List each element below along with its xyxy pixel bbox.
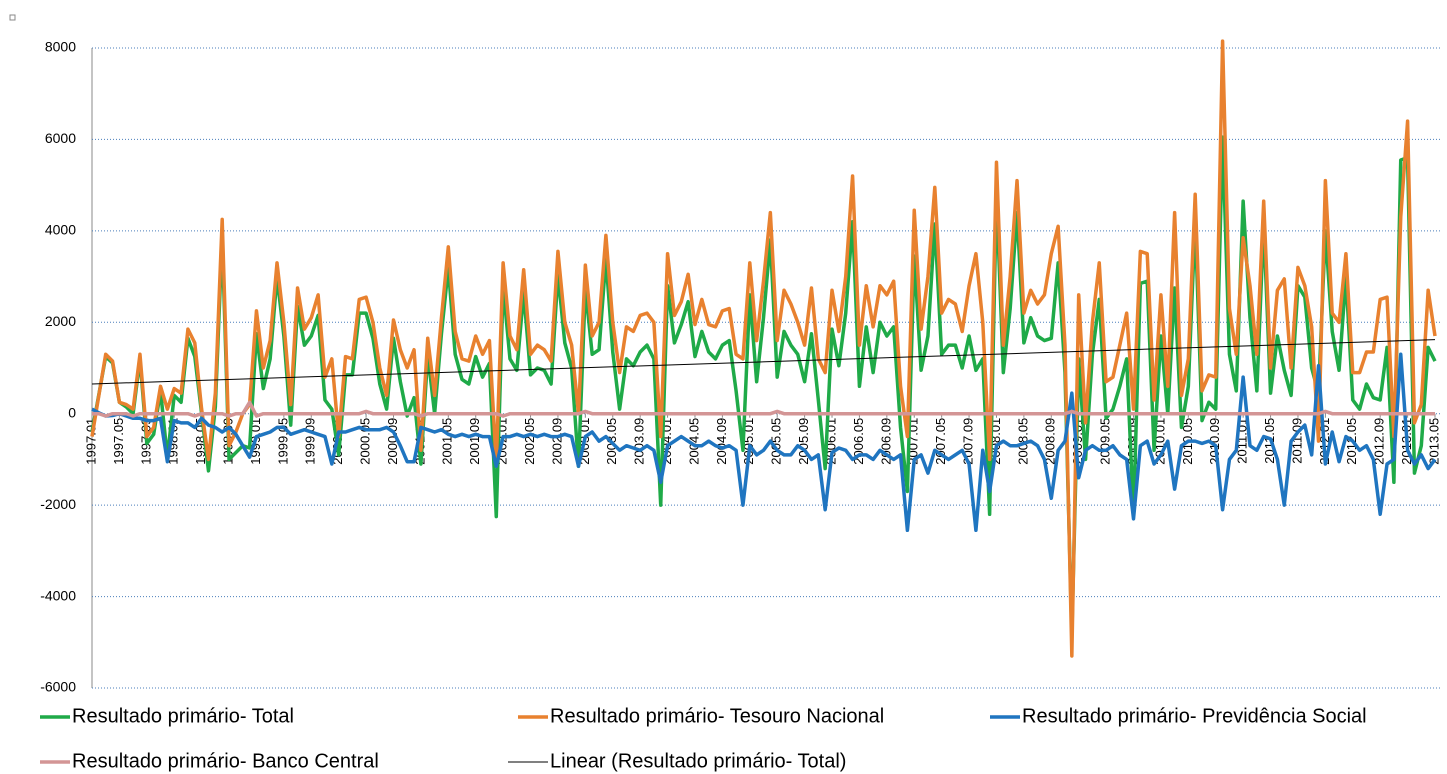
x-tick-label: 1997.05 [111,418,126,465]
x-tick-label: 2004.05 [686,418,701,465]
x-tick-label: 2001.05 [440,418,455,465]
x-tick-label: 2010.09 [1207,418,1222,465]
x-tick-label: 2002.05 [522,418,537,465]
series-line [90,135,1437,638]
y-tick-label: 8000 [45,39,76,55]
y-tick-label: 0 [68,404,76,420]
x-tick-label: 2006.05 [851,418,866,465]
x-tick-label: 2008.09 [1043,418,1058,465]
legend-label: Resultado primário- Banco Central [72,750,379,772]
legend-label: Resultado primário- Tesouro Nacional [550,705,884,727]
x-tick-label: 2001.09 [467,418,482,465]
series-line [91,339,1436,385]
x-tick-label: 2000.05 [358,418,373,465]
x-tick-label: 2002.09 [549,418,564,465]
y-tick-label: 4000 [45,222,76,238]
y-tick-label: -6000 [40,679,76,695]
x-tick-label: 2004.09 [714,418,729,465]
x-tick-label: 2007.09 [960,418,975,465]
series-line [92,400,1435,418]
y-tick-label: -2000 [40,496,76,512]
x-tick-label: 2008.05 [1015,418,1030,465]
corner-icon [9,14,16,21]
x-tick-label: 1999.09 [303,418,318,465]
x-tick-label: 2013.05 [1426,418,1441,465]
x-tick-label: 2012.09 [1372,418,1387,465]
legend-label: Resultado primário- Previdência Social [1022,705,1367,727]
x-tick-label: 2003.09 [632,418,647,465]
legend-label: Linear (Resultado primário- Total) [550,750,846,772]
x-tick-label: 1997.01 [83,418,98,465]
series-line [91,352,1437,533]
x-tick-label: 2009.05 [1098,418,1113,465]
y-tick-label: -4000 [40,587,76,603]
legend-label: Resultado primário- Total [72,705,294,727]
series-line [90,39,1437,658]
y-tick-label: 2000 [45,313,76,329]
x-tick-label: 1999.05 [275,418,290,465]
y-tick-label: 6000 [45,130,76,146]
